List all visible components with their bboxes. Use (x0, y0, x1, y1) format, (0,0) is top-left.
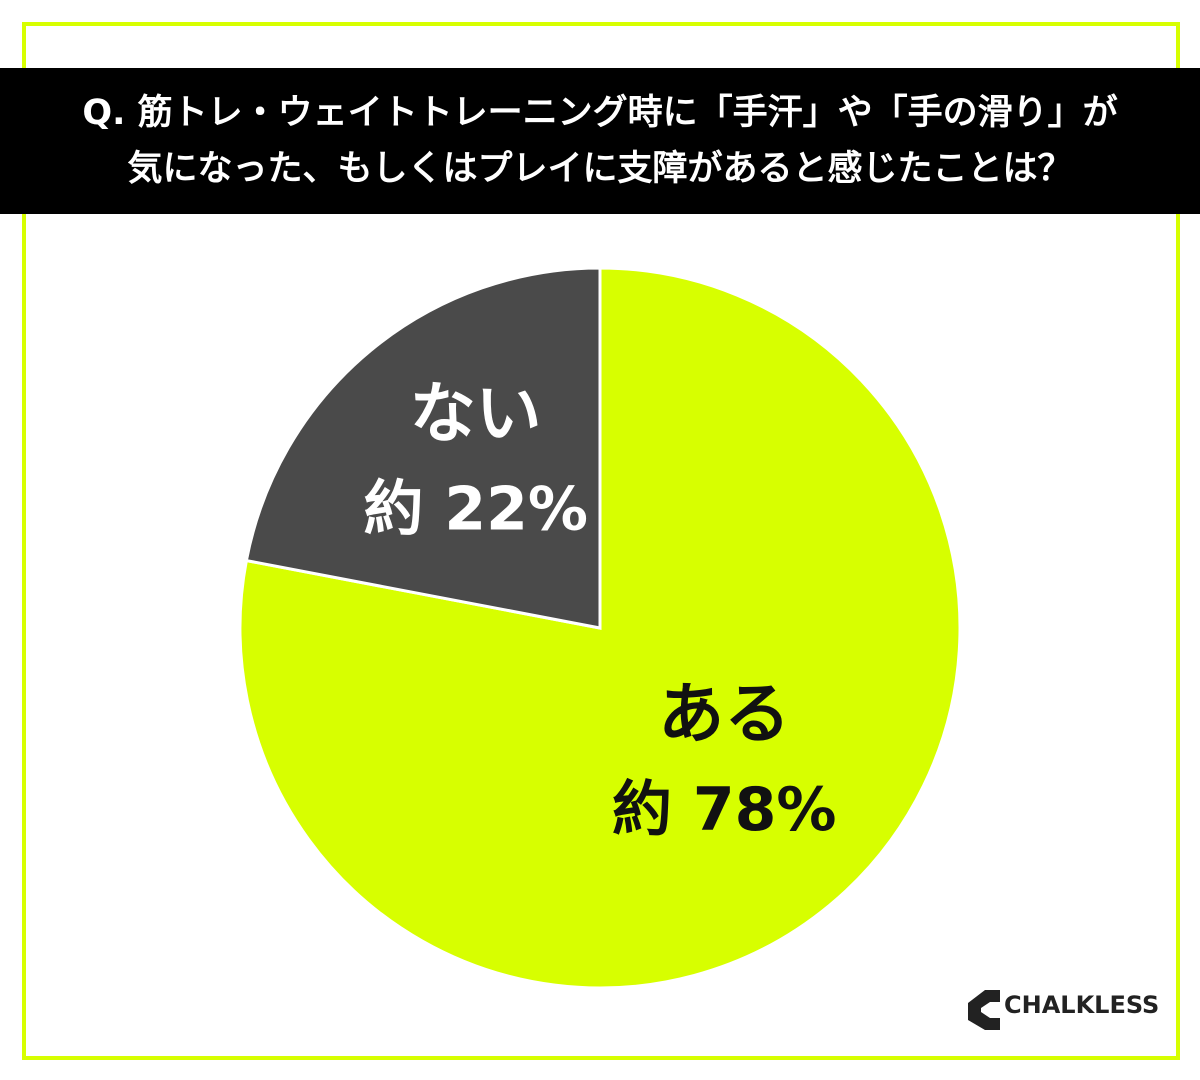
brand-logo (968, 990, 1000, 1030)
pie-slice (244, 266, 602, 630)
slice-label: ない (410, 375, 542, 452)
value-label: 約 78% (612, 775, 837, 845)
brand: CHALKLESS (1004, 991, 1159, 1019)
frame (22, 22, 1180, 1060)
title-bar: Q. 筋トレ・ウェイトトレーニング時に「手汗」や「手の滑り」が 気になった、もし… (0, 68, 1200, 214)
chart-title: Q. 筋トレ・ウェイトトレーニング時に「手汗」や「手の滑り」が 気になった、もし… (82, 93, 1118, 189)
value-label: 約 22% (363, 474, 588, 544)
slice-label: ある (658, 675, 790, 752)
